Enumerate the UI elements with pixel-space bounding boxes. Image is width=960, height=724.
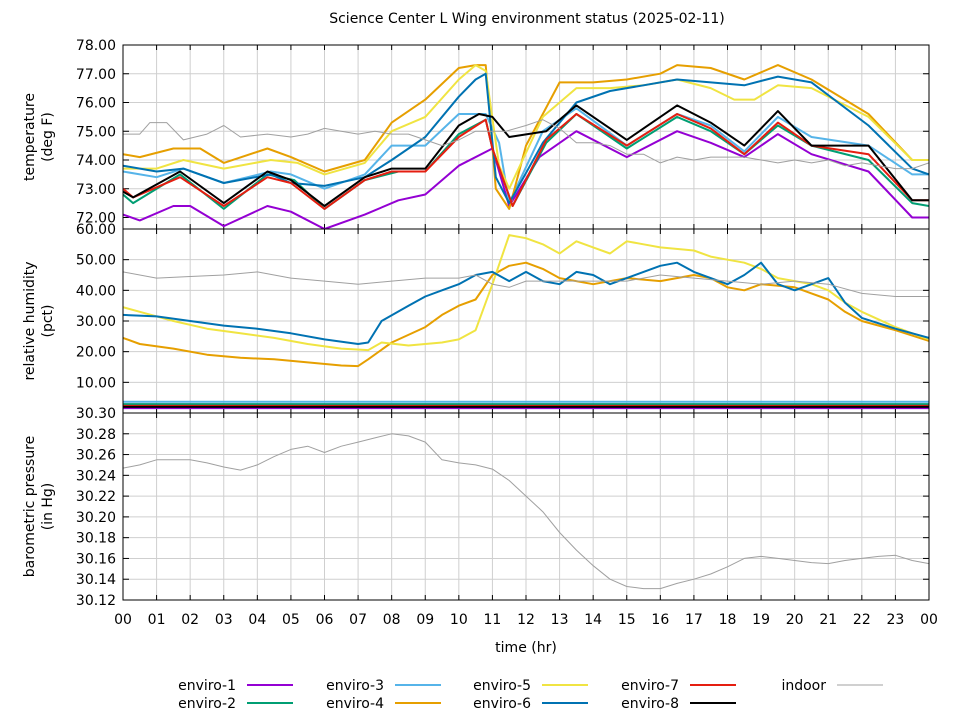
y-tick-label: 50.00 bbox=[76, 253, 116, 269]
y-tick-label: 30.00 bbox=[76, 314, 116, 330]
legend-item-enviro-6: enviro-6 bbox=[473, 696, 588, 712]
x-axis-label: time (hr) bbox=[495, 640, 557, 656]
series-line-enviro-5 bbox=[123, 64, 929, 190]
x-tick-label: 01 bbox=[148, 612, 166, 628]
y-tick-label: 78.00 bbox=[76, 38, 116, 54]
y-tick-label: 30.26 bbox=[76, 448, 116, 464]
y-tick-label: 30.28 bbox=[76, 427, 116, 443]
y-axis-label: (deg F) bbox=[40, 112, 56, 162]
y-tick-label: 75.00 bbox=[76, 124, 116, 140]
legend-label: indoor bbox=[781, 678, 826, 694]
x-tick-label: 16 bbox=[651, 612, 669, 628]
plot-frame bbox=[122, 412, 930, 601]
legend-label: enviro-6 bbox=[473, 696, 531, 712]
x-tick-label: 08 bbox=[383, 612, 401, 628]
y-axis-label: barometric pressure bbox=[22, 436, 38, 577]
legend-label: enviro-8 bbox=[621, 696, 679, 712]
panel-pressure: 30.12 30.14 30.16 30.18 30.20 30.22 30.24 30.26… bbox=[22, 406, 930, 609]
legend-item-enviro-5: enviro-5 bbox=[473, 678, 588, 694]
y-tick-label: 30.16 bbox=[76, 551, 116, 567]
y-tick-label: 30.24 bbox=[76, 468, 116, 484]
series-line-enviro-7 bbox=[123, 113, 929, 210]
x-tick-label: 13 bbox=[551, 612, 569, 628]
y-axis-label: temperature bbox=[22, 93, 38, 181]
y-tick-label: 30.12 bbox=[76, 593, 116, 609]
y-tick-label: 76.00 bbox=[76, 96, 116, 112]
y-tick-label: 20.00 bbox=[76, 345, 116, 361]
legend-label: enviro-2 bbox=[178, 696, 236, 712]
series-line-enviro-3 bbox=[123, 107, 929, 205]
x-tick-label: 10 bbox=[450, 612, 468, 628]
legend-item-enviro-1: enviro-1 bbox=[178, 678, 293, 694]
chart-title: Science Center L Wing environment status… bbox=[329, 11, 725, 27]
x-tick-labels: 00 01 02 03 04 05 06 07 08 09 10 11 12 13 14 15 16 17 18 19… bbox=[114, 612, 938, 628]
y-tick-label: 10.00 bbox=[76, 375, 116, 391]
x-tick-label: 06 bbox=[316, 612, 334, 628]
legend-item-enviro-7: enviro-7 bbox=[621, 678, 736, 694]
x-tick-label: 05 bbox=[282, 612, 300, 628]
legend-label: enviro-5 bbox=[473, 678, 531, 694]
legend-label: enviro-1 bbox=[178, 678, 236, 694]
y-axis-label: (pct) bbox=[40, 305, 56, 338]
y-tick-label: 72.00 bbox=[76, 211, 116, 227]
x-tick-label: 18 bbox=[719, 612, 737, 628]
series-line-enviro-6 bbox=[123, 261, 929, 345]
y-tick-label: 73.00 bbox=[76, 182, 116, 198]
x-tick-label: 00 bbox=[920, 612, 938, 628]
y-tick-label: 40.00 bbox=[76, 283, 116, 299]
x-tick-label: 20 bbox=[786, 612, 804, 628]
x-tick-label: 15 bbox=[618, 612, 636, 628]
series-group bbox=[123, 234, 929, 410]
x-tick-label: 03 bbox=[215, 612, 233, 628]
legend-label: enviro-3 bbox=[326, 678, 384, 694]
y-tick-label: 30.14 bbox=[76, 572, 116, 588]
x-tick-label: 23 bbox=[887, 612, 905, 628]
series-line-indoor bbox=[123, 271, 929, 297]
series-line-enviro-4 bbox=[123, 64, 929, 210]
x-tick-label: 14 bbox=[584, 612, 602, 628]
x-tick-label: 07 bbox=[349, 612, 367, 628]
legend-item-indoor: indoor bbox=[781, 678, 883, 694]
y-tick-label: 30.20 bbox=[76, 510, 116, 526]
series-line-enviro-6 bbox=[123, 72, 929, 205]
series-group bbox=[123, 64, 929, 229]
series-line-enviro-5 bbox=[123, 234, 929, 352]
y-tick-label: 74.00 bbox=[76, 153, 116, 169]
x-tick-label: 09 bbox=[416, 612, 434, 628]
x-tick-label: 12 bbox=[517, 612, 535, 628]
x-tick-label: 02 bbox=[181, 612, 199, 628]
x-tick-label: 22 bbox=[853, 612, 871, 628]
legend-item-enviro-3: enviro-3 bbox=[326, 678, 441, 694]
x-tick-label: 11 bbox=[484, 612, 502, 628]
panel-humidity: 10.00 20.00 30.00 40.00 50.00 60.00 relative h… bbox=[22, 222, 930, 414]
legend-item-enviro-4: enviro-4 bbox=[326, 696, 441, 712]
y-tick-label: 30.22 bbox=[76, 489, 116, 505]
legend-item-enviro-8: enviro-8 bbox=[621, 696, 736, 712]
x-tick-label: 19 bbox=[752, 612, 770, 628]
series-line-indoor bbox=[123, 119, 929, 170]
series-line-indoor bbox=[123, 433, 929, 590]
y-tick-label: 30.30 bbox=[76, 406, 116, 422]
y-tick-label: 60.00 bbox=[76, 222, 116, 238]
legend-item-enviro-2: enviro-2 bbox=[178, 696, 293, 712]
series-line-enviro-4 bbox=[123, 261, 929, 368]
panel-temperature: 72.00 73.00 74.00 75.00 76.00 77.00 78.00 tempe… bbox=[22, 38, 930, 230]
y-tick-label: 30.18 bbox=[76, 531, 116, 547]
series-line-enviro-8 bbox=[123, 104, 929, 207]
series-group bbox=[123, 433, 929, 590]
legend: enviro-1 enviro-2 enviro-3 enviro-4 enviro-5… bbox=[178, 678, 883, 712]
legend-label: enviro-4 bbox=[326, 696, 384, 712]
y-axis-label: relative humidity bbox=[22, 261, 38, 380]
x-tick-label: 04 bbox=[248, 612, 266, 628]
x-tick-label: 00 bbox=[114, 612, 132, 628]
legend-label: enviro-7 bbox=[621, 678, 679, 694]
y-tick-label: 77.00 bbox=[76, 67, 116, 83]
x-tick-label: 17 bbox=[685, 612, 703, 628]
y-axis-label: (in Hg) bbox=[40, 483, 56, 531]
x-tick-label: 21 bbox=[819, 612, 837, 628]
